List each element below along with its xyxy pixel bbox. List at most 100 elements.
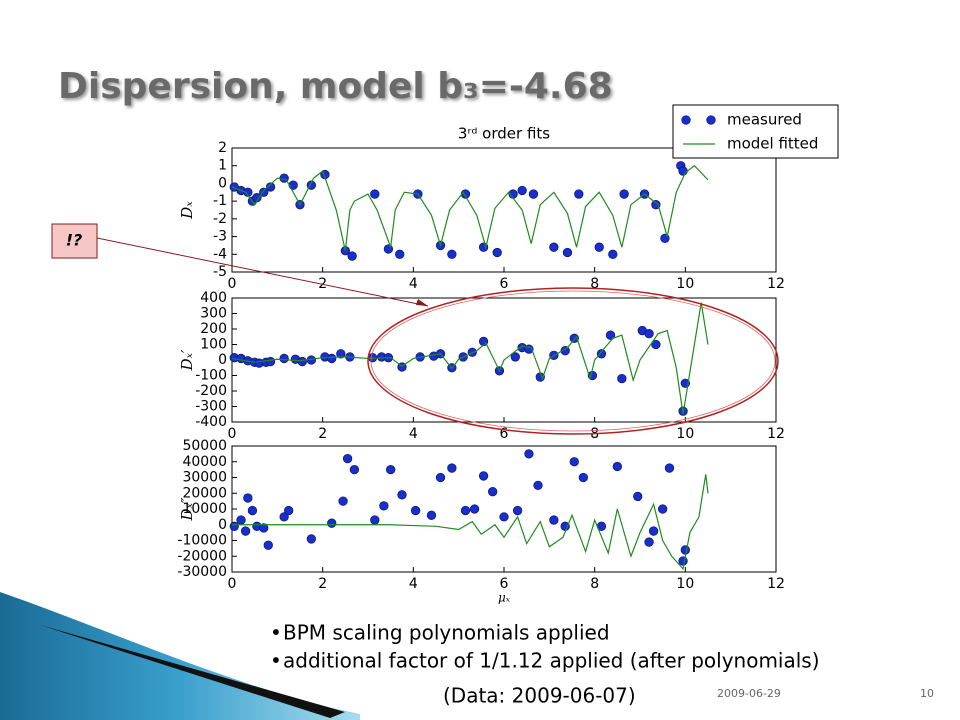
measured-point [243,493,253,503]
measured-point [447,463,457,473]
plot-area [231,147,777,273]
x-tick-label: 12 [767,576,785,592]
measured-point [327,353,337,364]
plot-area [231,445,777,573]
x-axis-label: μₓ [498,591,511,605]
measured-point [499,512,509,522]
measured-point [447,249,457,259]
legend-box [672,104,839,159]
x-tick-label: 12 [767,426,785,442]
measured-point [265,356,276,367]
y-tick-label: 20000 [182,485,227,501]
model-line [231,164,709,251]
y-tick-label: 40000 [182,454,227,470]
data-note: (Data: 2009-06-07) [443,684,636,708]
y-tick-label: 30000 [182,470,227,486]
x-tick-label: 10 [676,426,694,442]
measured-point [488,487,498,497]
x-tick-label: 0 [228,426,237,442]
y-tick-label: 0 [218,352,227,368]
measured-point [658,504,668,514]
y-axis-label: Dₓ′ [178,349,196,371]
measured-point [426,510,437,520]
x-tick-label: 2 [318,576,327,592]
x-tick-label: 0 [228,276,237,292]
measured-point [336,349,346,359]
measured-point [243,187,253,197]
measured-point [370,189,380,199]
y-tick-label: -3 [213,229,227,245]
measured-point [338,496,348,506]
x-tick-label: 6 [500,276,509,292]
measured-point [524,449,534,459]
measured-point [651,200,661,210]
measured-point [664,463,675,473]
measured-point [395,249,405,259]
x-tick-label: 6 [500,576,509,592]
measured-point [379,501,389,511]
measured-point [560,346,570,356]
y-tick-label: 0 [218,517,227,533]
measured-point [410,505,421,516]
y-axis-label: Dₓ″ [178,497,196,521]
legend-swatch [681,115,691,125]
measured-point [574,189,584,199]
x-tick-label: 6 [500,426,509,442]
measured-point [469,504,480,514]
x-tick-label: 10 [676,276,694,292]
measured-point [644,537,654,547]
measured-point [306,534,316,544]
measured-point [349,464,360,475]
x-tick-label: 10 [676,576,694,592]
highlight-ellipse [367,287,779,435]
model-line [232,474,709,571]
measured-point [263,540,273,550]
y-tick-label: -1 [213,193,227,209]
measured-point [327,518,337,528]
y-tick-label: -10000 [177,533,227,549]
legend: measured model fitted [672,104,839,159]
measured-point [633,491,643,502]
highlight-ellipse [370,290,776,432]
measured-point [578,472,588,483]
measured-point [549,515,559,525]
y-axis-label: Dₓ [178,201,196,220]
measured-point [397,490,407,500]
y-tick-label: -300 [195,399,227,415]
measured-point [510,352,520,362]
y-tick-label: -4 [213,246,227,262]
measured-point [612,461,622,472]
measured-point [236,515,246,525]
measured-point [347,251,357,261]
measured-point [648,526,659,536]
measured-point [279,512,289,522]
measured-point [247,505,258,516]
x-tick-label: 0 [228,576,237,592]
x-tick-label: 4 [409,576,418,592]
slide-number: 10 [920,687,934,700]
y-tick-label: 2 [218,140,227,156]
measured-point [680,545,690,555]
chart-title: 3ʳᵈ order fits [458,125,550,143]
x-tick-label: 4 [409,276,418,292]
measured-point [569,457,579,467]
y-tick-label: -2 [213,211,227,227]
annotation-text: !? [66,231,83,250]
measured-point [229,521,239,531]
measured-point [562,247,573,258]
y-tick-label: 10000 [182,501,227,517]
legend-label: model fitted [727,135,818,153]
y-tick-label: -5 [213,264,227,280]
x-tick-label: 4 [409,426,418,442]
measured-point [678,166,688,176]
measured-point [605,330,616,340]
measured-point [651,339,661,350]
x-tick-label: 2 [318,426,327,442]
y-tick-label: -200 [195,383,227,399]
y-tick-label: -100 [195,368,227,384]
measured-point [617,373,627,384]
legend-swatch [706,115,716,125]
measured-point [596,349,607,359]
y-tick-label: -400 [195,414,227,430]
